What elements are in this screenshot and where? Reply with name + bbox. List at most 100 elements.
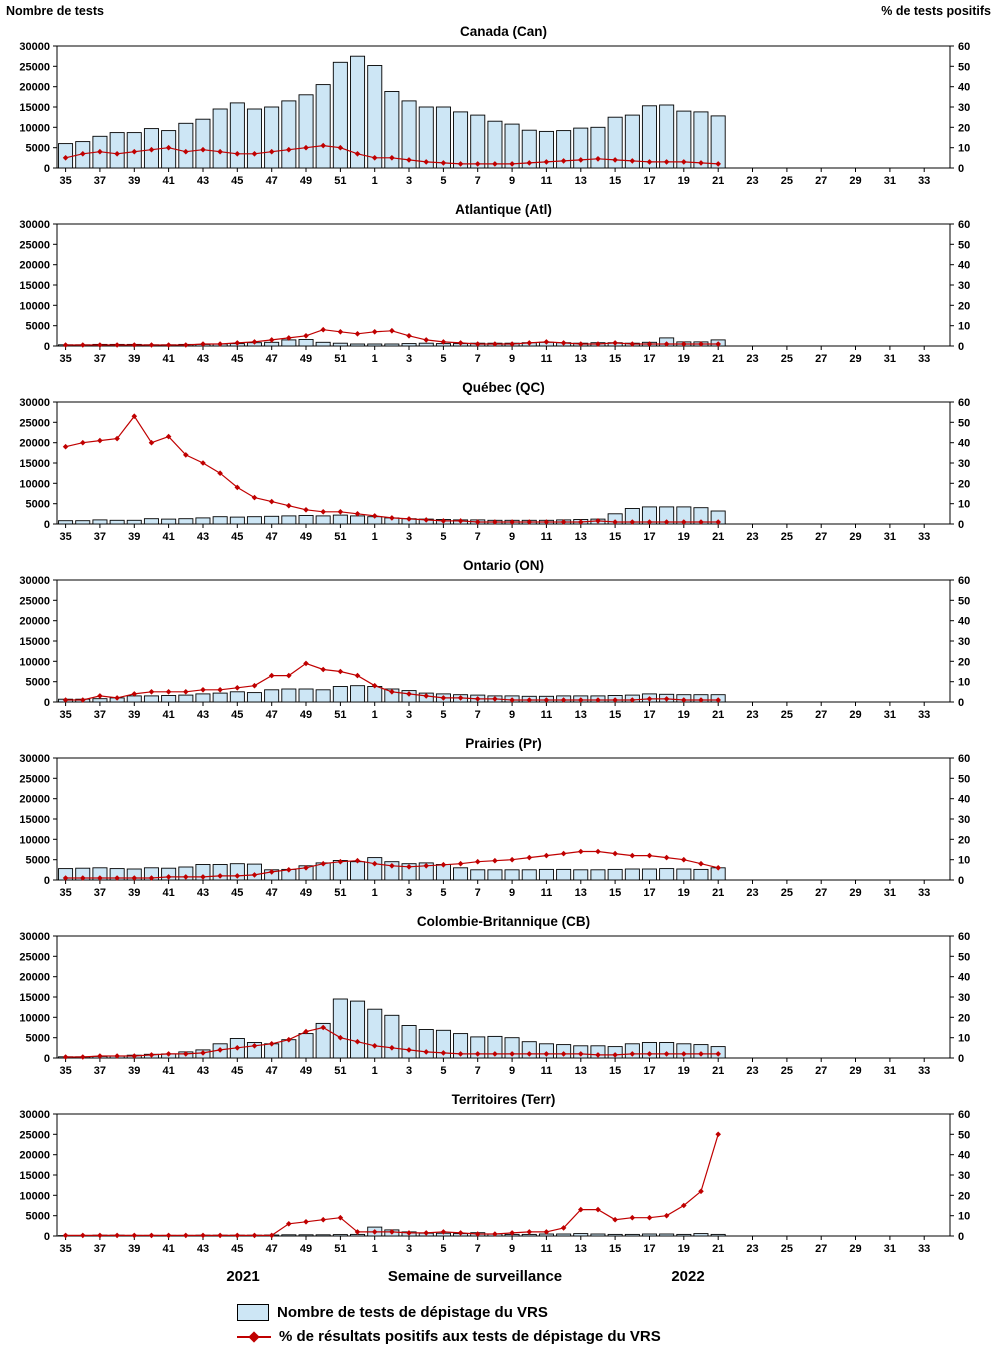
- svg-text:33: 33: [918, 531, 930, 543]
- svg-text:29: 29: [849, 709, 861, 721]
- svg-text:1: 1: [372, 531, 378, 543]
- svg-text:29: 29: [849, 887, 861, 899]
- svg-text:15000: 15000: [19, 1170, 50, 1182]
- svg-text:5: 5: [440, 887, 446, 899]
- svg-text:5000: 5000: [26, 143, 50, 155]
- svg-text:10: 10: [958, 321, 970, 333]
- svg-text:30: 30: [958, 102, 970, 114]
- svg-text:29: 29: [849, 531, 861, 543]
- svg-text:51: 51: [334, 175, 346, 187]
- svg-text:27: 27: [815, 887, 827, 899]
- svg-text:3: 3: [406, 1065, 412, 1077]
- svg-text:5: 5: [440, 531, 446, 543]
- svg-text:40: 40: [958, 438, 970, 450]
- svg-text:13: 13: [575, 709, 587, 721]
- svg-text:39: 39: [128, 887, 140, 899]
- chart-ontario: Ontario (ON)0500010000150002000025000300…: [19, 558, 970, 721]
- svg-text:43: 43: [197, 1243, 209, 1255]
- svg-text:23: 23: [746, 175, 758, 187]
- svg-text:7: 7: [475, 1065, 481, 1077]
- svg-text:0: 0: [44, 875, 50, 887]
- svg-text:30: 30: [958, 636, 970, 648]
- x-axis-labels: 2021 Semaine de surveillance 2022: [0, 1266, 995, 1296]
- svg-text:7: 7: [475, 531, 481, 543]
- svg-text:10: 10: [958, 1033, 970, 1045]
- svg-text:9: 9: [509, 531, 515, 543]
- svg-text:10000: 10000: [19, 300, 50, 312]
- svg-text:25000: 25000: [19, 773, 50, 785]
- svg-text:21: 21: [712, 353, 724, 365]
- svg-text:15: 15: [609, 887, 621, 899]
- svg-text:41: 41: [162, 1065, 174, 1077]
- svg-text:40: 40: [958, 1150, 970, 1162]
- svg-text:41: 41: [162, 531, 174, 543]
- svg-text:23: 23: [746, 353, 758, 365]
- svg-text:9: 9: [509, 1243, 515, 1255]
- svg-text:21: 21: [712, 1065, 724, 1077]
- svg-text:9: 9: [509, 175, 515, 187]
- legend-line-label: % de résultats positifs aux tests de dép…: [279, 1328, 661, 1345]
- svg-text:51: 51: [334, 887, 346, 899]
- legend-item-tests: Nombre de tests de dépistage du VRS: [237, 1304, 995, 1321]
- svg-text:5: 5: [440, 175, 446, 187]
- svg-text:40: 40: [958, 616, 970, 628]
- svg-text:43: 43: [197, 887, 209, 899]
- svg-text:0: 0: [958, 519, 964, 531]
- chart-panel-prairies: Prairies (Pr) 0 5000 10000 15000 20000 25000 30…: [0, 732, 995, 910]
- svg-text:11: 11: [541, 175, 553, 187]
- svg-text:49: 49: [300, 175, 312, 187]
- svg-text:17: 17: [643, 353, 655, 365]
- svg-text:10: 10: [958, 677, 970, 689]
- svg-text:9: 9: [509, 353, 515, 365]
- svg-text:40: 40: [958, 260, 970, 272]
- svg-text:30000: 30000: [19, 931, 50, 943]
- svg-text:27: 27: [815, 353, 827, 365]
- svg-text:19: 19: [678, 353, 690, 365]
- svg-text:37: 37: [94, 175, 106, 187]
- svg-text:5: 5: [440, 709, 446, 721]
- svg-text:9: 9: [509, 1065, 515, 1077]
- svg-text:39: 39: [128, 1243, 140, 1255]
- svg-text:21: 21: [712, 531, 724, 543]
- svg-text:19: 19: [678, 1065, 690, 1077]
- svg-text:60: 60: [958, 753, 970, 765]
- svg-text:0: 0: [958, 697, 964, 709]
- svg-text:15000: 15000: [19, 280, 50, 292]
- svg-text:39: 39: [128, 531, 140, 543]
- svg-text:10000: 10000: [19, 122, 50, 134]
- svg-text:15: 15: [609, 531, 621, 543]
- svg-text:30000: 30000: [19, 753, 50, 765]
- x-axis-title: Semaine de surveillance: [387, 1268, 563, 1285]
- svg-text:51: 51: [334, 353, 346, 365]
- svg-text:0: 0: [44, 341, 50, 353]
- svg-text:25: 25: [781, 531, 793, 543]
- chart-panel-colombie-britannique: Colombie-Britannique (CB) 0 5000 10000 15000…: [0, 910, 995, 1088]
- svg-text:27: 27: [815, 1065, 827, 1077]
- svg-text:33: 33: [918, 887, 930, 899]
- svg-text:23: 23: [746, 709, 758, 721]
- svg-text:60: 60: [958, 931, 970, 943]
- svg-text:43: 43: [197, 709, 209, 721]
- svg-text:35: 35: [59, 1065, 71, 1077]
- svg-text:23: 23: [746, 1243, 758, 1255]
- svg-text:20000: 20000: [19, 616, 50, 628]
- svg-text:47: 47: [266, 531, 278, 543]
- svg-text:15000: 15000: [19, 992, 50, 1004]
- svg-text:10: 10: [958, 143, 970, 155]
- svg-text:30000: 30000: [19, 575, 50, 587]
- svg-text:19: 19: [678, 709, 690, 721]
- svg-text:39: 39: [128, 175, 140, 187]
- chart-panel-ontario: Ontario (ON) 0 5000 10000 15000 20000 25000 300…: [0, 554, 995, 732]
- svg-text:33: 33: [918, 1065, 930, 1077]
- svg-text:11: 11: [541, 531, 553, 543]
- svg-text:13: 13: [575, 353, 587, 365]
- svg-text:15: 15: [609, 1243, 621, 1255]
- svg-text:45: 45: [231, 353, 243, 365]
- svg-text:11: 11: [541, 709, 553, 721]
- svg-text:60: 60: [958, 397, 970, 409]
- svg-text:7: 7: [475, 709, 481, 721]
- svg-text:35: 35: [59, 175, 71, 187]
- svg-text:25000: 25000: [19, 595, 50, 607]
- svg-text:35: 35: [59, 1243, 71, 1255]
- svg-text:5000: 5000: [26, 1211, 50, 1223]
